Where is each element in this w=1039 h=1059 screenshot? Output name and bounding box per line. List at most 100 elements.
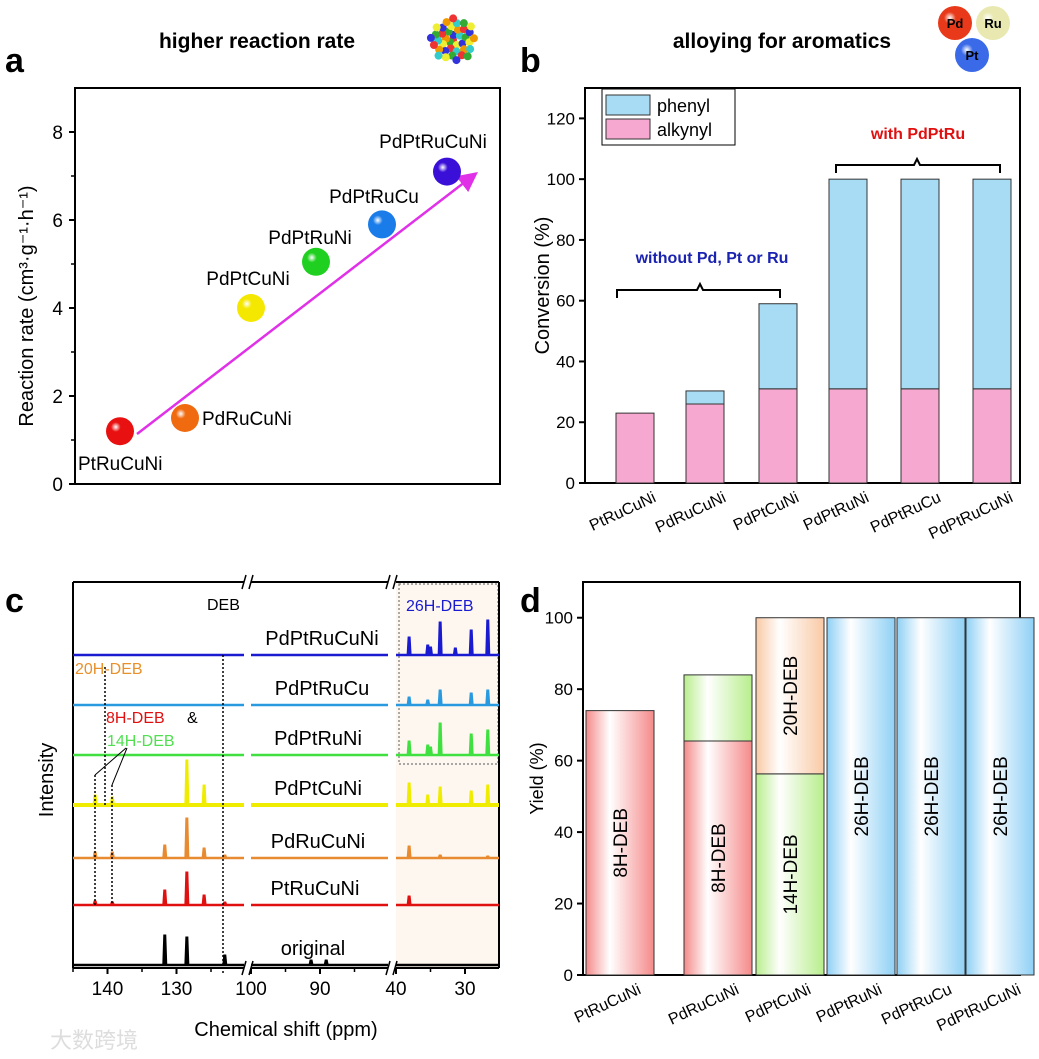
axis-break-mark xyxy=(241,574,254,590)
y-tick-label: 40 xyxy=(554,823,573,842)
spectrum-peak xyxy=(201,847,207,859)
spectrum-peak xyxy=(201,784,207,806)
element-symbol: Pd xyxy=(947,16,964,31)
spectrum-peak xyxy=(425,699,431,706)
panel-letter-d: d xyxy=(520,582,541,620)
y-tick-label: 6 xyxy=(52,211,63,232)
x-tick-label: 140 xyxy=(92,979,124,1000)
leader-lines xyxy=(94,747,128,786)
spectrum-peak xyxy=(427,646,434,656)
data-point-PdPtRuCu xyxy=(368,210,396,239)
nanoparticle-atom xyxy=(438,23,447,32)
element-spheres-icon: Pd Ru Pt xyxy=(938,6,1010,72)
element-symbol: Pt xyxy=(966,48,980,63)
spectrum-peak xyxy=(201,894,207,906)
data-point-PdPtCuNi xyxy=(237,294,265,322)
bar-segment xyxy=(755,617,825,775)
x-axis-label: Chemical shift (ppm) xyxy=(194,1019,377,1041)
annotation-without: without Pd, Pt or Ru xyxy=(635,250,789,267)
nanoparticle-atom xyxy=(460,45,469,54)
y-tick-label: 80 xyxy=(556,231,575,250)
spectrum-peak xyxy=(162,934,168,966)
element-sphere xyxy=(976,6,1010,40)
spectrum-peak xyxy=(184,759,190,806)
spectrum-peak xyxy=(468,790,474,806)
x-tick-label: PdRuCuNi xyxy=(653,489,729,536)
plot-frame xyxy=(74,87,501,485)
x-tick-label: 130 xyxy=(161,979,193,1000)
annotation-14h-deb: 14H-DEB xyxy=(107,733,175,750)
spectrum-peak xyxy=(406,845,412,859)
spectrum-peak xyxy=(468,692,474,706)
nanoparticle-atom xyxy=(432,23,441,32)
spectrum-peak xyxy=(468,629,474,656)
spectrum-peak xyxy=(222,954,228,966)
data-point-PdPtRuCuNi xyxy=(433,157,461,186)
spectrum-peak xyxy=(406,782,412,806)
spectrum-label: PdPtRuNi xyxy=(274,728,362,750)
y-tick-label: 100 xyxy=(547,170,575,189)
panel-b-title: alloying for aromatics xyxy=(673,30,891,53)
spectrum-peak xyxy=(425,794,431,806)
bar-segment-label: 26H-DEB xyxy=(852,756,873,836)
x-tick-label: PdPtRuNi xyxy=(814,981,885,1026)
x-tick-label: 30 xyxy=(454,979,475,1000)
x-tick-label: 100 xyxy=(235,979,267,1000)
y-axis-label: Intensity xyxy=(36,743,58,817)
y-tick-label: 120 xyxy=(547,109,575,128)
spectrum-peak xyxy=(485,729,491,756)
nanoparticle-atom xyxy=(426,33,435,42)
spectrum-label: PdPtCuNi xyxy=(274,778,362,800)
annotation-26h-deb: 26H-DEB xyxy=(406,598,474,615)
spectrum-peak xyxy=(437,854,443,859)
data-point-PdRuCuNi xyxy=(171,404,199,432)
bar-segment-label: 8H-DEB xyxy=(611,808,632,878)
y-axis-label: Reaction rate (cm³·g⁻¹·h⁻¹) xyxy=(16,185,38,426)
annotation-8h-deb: 8H-DEB xyxy=(106,710,165,727)
spectrum-peak xyxy=(485,619,491,656)
legend-label: phenyl xyxy=(657,96,710,116)
nanoparticle-atom xyxy=(434,51,443,60)
y-tick-label: 8 xyxy=(52,123,63,144)
spectrum-peak xyxy=(162,889,168,906)
watermark: 大数跨境 xyxy=(50,1028,138,1053)
spectrum-peak xyxy=(468,733,474,756)
element-sphere xyxy=(938,6,972,40)
legend-swatch-alkynyl xyxy=(605,118,651,140)
bar-segment-label: 14H-DEB xyxy=(781,834,802,914)
y-tick-label: 20 xyxy=(556,413,575,432)
y-tick-label: 80 xyxy=(554,680,573,699)
bar-phenyl xyxy=(972,178,1012,390)
y-tick-label: 20 xyxy=(554,895,573,914)
spectrum-peak xyxy=(308,959,314,966)
spectrum-peak xyxy=(162,844,168,859)
bar-segment-label: 26H-DEB xyxy=(991,756,1012,836)
bar-segment xyxy=(965,617,1035,976)
bar-alkynyl xyxy=(615,412,655,484)
x-tick-label: PtRuCuNi xyxy=(587,489,659,534)
x-tick-label: PdPtCuNi xyxy=(743,981,814,1026)
y-axis-label: Yield (%) xyxy=(527,742,547,814)
annotation-20h-deb: 20H-DEB xyxy=(75,661,143,678)
spectrum-label: PdPtRuCuNi xyxy=(265,628,378,650)
trend-arrow xyxy=(136,171,478,435)
y-axis-label: Conversion (%) xyxy=(532,217,554,355)
bar-alkynyl xyxy=(758,388,798,484)
nanoparticle-atom xyxy=(449,14,458,23)
element-sphere xyxy=(955,38,989,72)
x-tick-label: PdPtCuNi xyxy=(731,489,802,534)
nanoparticle-atom xyxy=(457,51,466,60)
bar-segment xyxy=(683,674,753,742)
spectrum-peak xyxy=(406,636,412,656)
spectrum-peak xyxy=(437,621,443,656)
spectrum-peak xyxy=(437,786,443,806)
bar-segment xyxy=(755,773,825,976)
point-label: PtRuCuNi xyxy=(78,454,162,475)
bar-segment xyxy=(896,617,966,976)
spectrum-peak xyxy=(406,895,412,906)
panel-letter-b: b xyxy=(520,42,541,80)
point-label: PdPtCuNi xyxy=(206,269,289,290)
y-tick-label: 60 xyxy=(554,752,573,771)
y-tick-label: 2 xyxy=(52,387,63,408)
